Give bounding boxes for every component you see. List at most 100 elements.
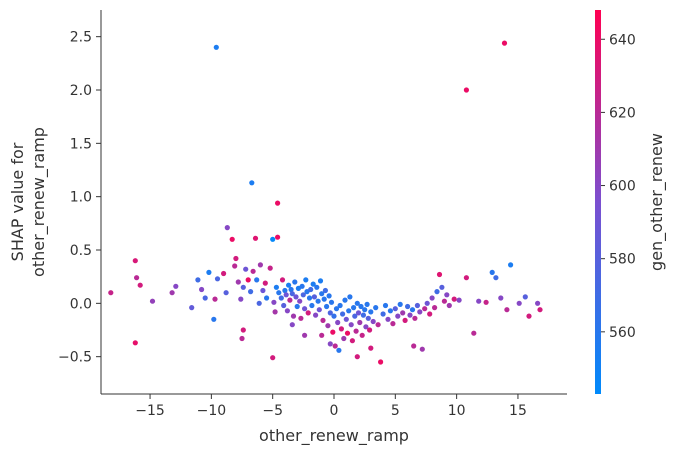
data-point	[373, 305, 379, 311]
data-point	[338, 326, 344, 332]
data-point	[317, 278, 324, 284]
data-point	[229, 236, 235, 242]
data-point	[504, 307, 510, 313]
data-point	[370, 318, 376, 325]
y-tick-label: 2.5	[70, 30, 92, 46]
data-point	[252, 235, 259, 241]
x-tick-label: 0	[330, 403, 339, 419]
data-point	[267, 265, 273, 271]
data-point	[326, 293, 332, 299]
data-point	[537, 307, 543, 313]
data-point	[169, 290, 175, 296]
data-point	[289, 322, 295, 328]
data-point	[292, 279, 298, 285]
data-point	[322, 287, 328, 294]
data-point	[260, 287, 266, 294]
data-point	[364, 301, 370, 307]
data-point	[276, 290, 282, 296]
data-point	[463, 275, 469, 281]
data-point	[365, 315, 371, 321]
data-point	[471, 330, 477, 336]
x-tick-label: −15	[135, 403, 165, 419]
data-point	[395, 313, 401, 319]
data-point	[273, 284, 279, 290]
x-axis-label: other_renew_ramp	[259, 426, 409, 446]
data-point	[189, 305, 195, 311]
data-point	[446, 302, 452, 309]
data-point	[522, 294, 528, 300]
data-point	[284, 308, 290, 314]
data-point	[382, 302, 389, 309]
data-point	[516, 300, 522, 306]
data-point	[337, 302, 343, 309]
data-point	[270, 355, 276, 361]
data-point	[308, 286, 314, 293]
data-point	[375, 322, 381, 328]
data-point	[279, 277, 286, 283]
data-point	[272, 309, 278, 315]
colorbar-tick-label: 560	[609, 325, 636, 341]
data-point	[233, 255, 239, 262]
data-point	[327, 341, 333, 347]
y-ticks: −0.5 0.0 0.5 1.0 1.5 2.0 2.5	[58, 30, 101, 366]
data-point	[341, 335, 347, 342]
data-point	[330, 329, 336, 335]
data-point	[367, 327, 373, 333]
data-point	[353, 328, 359, 334]
data-point	[320, 317, 326, 323]
data-point	[332, 343, 338, 349]
data-point	[221, 270, 227, 277]
data-point	[214, 276, 221, 282]
data-point	[489, 269, 495, 275]
data-point	[359, 332, 365, 338]
data-point	[254, 277, 260, 283]
data-point	[402, 317, 408, 323]
data-point	[132, 340, 138, 346]
data-point	[333, 306, 340, 312]
data-point	[328, 299, 335, 305]
data-point	[240, 284, 246, 290]
data-point	[363, 324, 369, 330]
data-point	[336, 347, 342, 353]
data-point	[264, 295, 270, 301]
x-tick-label: 5	[391, 403, 400, 419]
data-point	[422, 306, 428, 312]
colorbar-tick-label: 620	[609, 105, 636, 121]
data-point	[288, 286, 294, 293]
data-point	[354, 300, 360, 306]
data-point	[300, 292, 306, 298]
data-point	[224, 225, 230, 231]
data-point	[275, 234, 281, 240]
data-point	[257, 262, 263, 268]
data-point	[232, 263, 238, 269]
data-point	[405, 303, 411, 310]
x-tick-label: −10	[197, 403, 227, 419]
data-point	[358, 303, 364, 310]
x-tick-label: −5	[262, 403, 283, 419]
data-point	[286, 282, 292, 288]
data-point	[256, 300, 262, 306]
data-point	[387, 308, 393, 314]
y-tick-label: −0.5	[58, 350, 92, 366]
data-point	[195, 277, 201, 283]
data-point	[271, 299, 277, 305]
colorbar-tick-label: 640	[609, 32, 636, 48]
data-point	[270, 236, 276, 242]
data-point	[250, 268, 256, 274]
data-point	[235, 279, 241, 285]
data-point	[348, 322, 354, 328]
data-point	[429, 295, 435, 301]
data-point	[441, 298, 447, 304]
data-point	[305, 310, 311, 316]
data-point	[409, 307, 416, 313]
data-point	[346, 308, 352, 314]
colorbar-label: gen_other_renew	[647, 133, 667, 271]
data-point	[355, 310, 362, 316]
data-point	[327, 310, 333, 316]
data-point	[134, 275, 140, 281]
data-point	[347, 294, 353, 300]
data-point	[331, 313, 337, 319]
data-point	[321, 296, 327, 302]
